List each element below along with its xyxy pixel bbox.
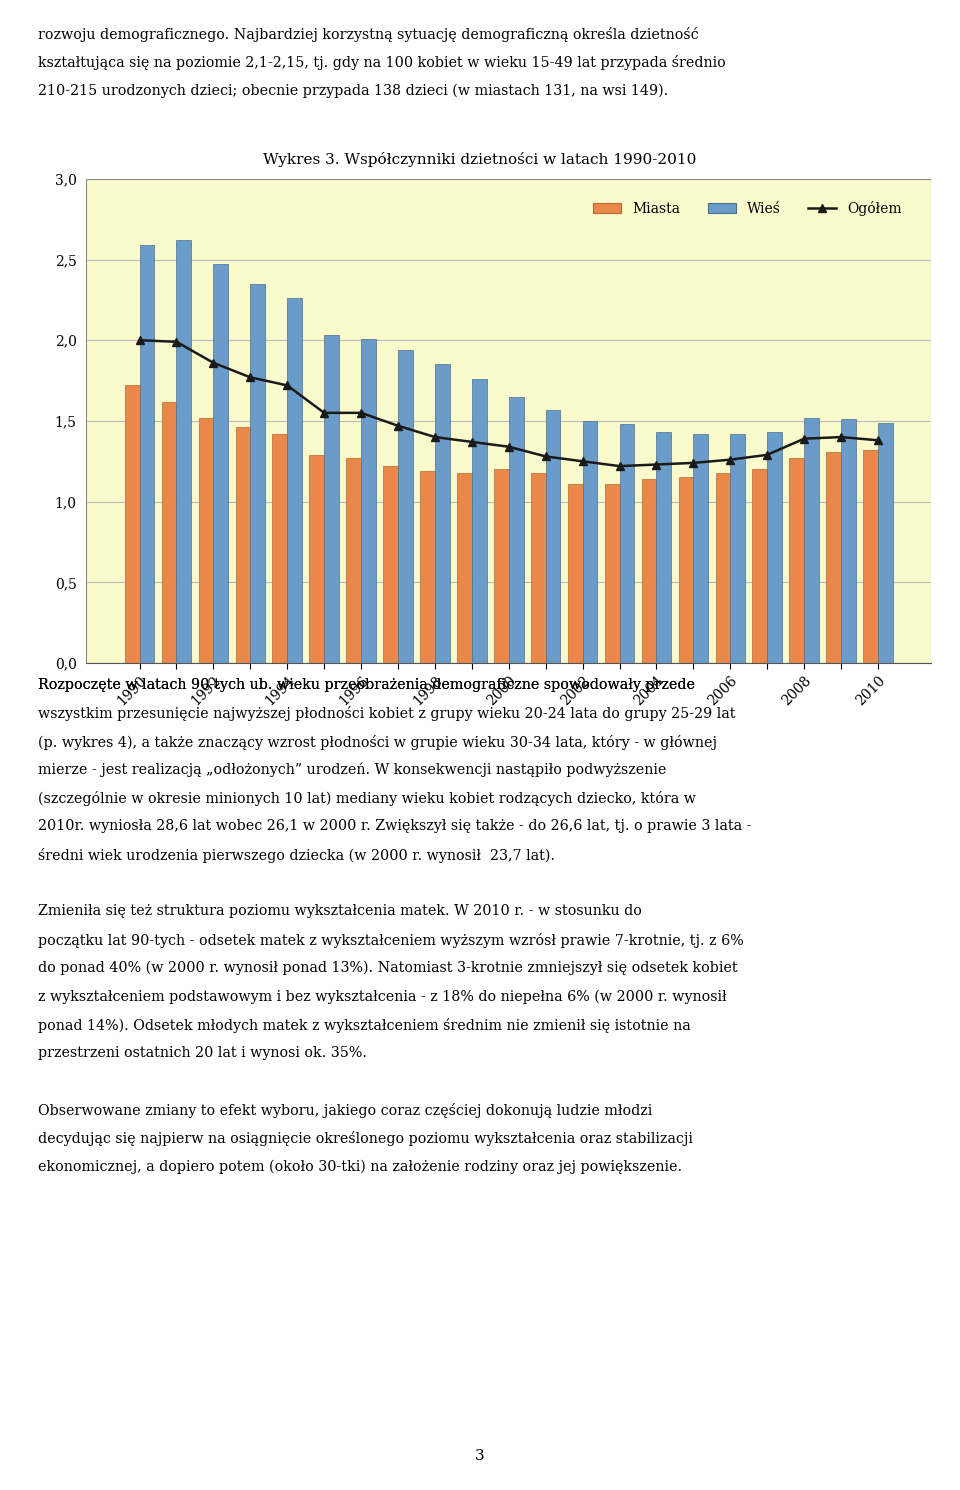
Text: średni wiek urodzenia pierwszego dziecka (w 2000 r. wynosił  23,7 lat).: średni wiek urodzenia pierwszego dziecka… (38, 848, 556, 863)
Bar (619, 425, 635, 663)
Text: rozwoju demograficznego. Najbardziej korzystną sytuację demograficzną określa dz: rozwoju demograficznego. Najbardziej kor… (38, 27, 699, 42)
Text: decydując się najpierw na osiągnięcie określonego poziomu wykształcenia oraz sta: decydując się najpierw na osiągnięcie ok… (38, 1131, 693, 1146)
Bar (878, 423, 893, 663)
Bar (213, 264, 228, 663)
Bar (139, 244, 155, 663)
Bar (251, 283, 265, 663)
Text: Rozpoczęte w latach 90-tych ub. wieku przeobrażenia demograficzne spowodowały pr: Rozpoczęte w latach 90-tych ub. wieku pr… (38, 678, 695, 691)
Text: (p. wykres 4), a także znaczący wzrost płodności w grupie wieku 30-34 lata, któr: (p. wykres 4), a także znaczący wzrost p… (38, 735, 717, 749)
Bar (347, 457, 361, 663)
Bar (863, 450, 878, 663)
Bar (731, 434, 745, 663)
Text: Rozpoczęte w latach 90-tych ub. wieku przeobrażenia demograficzne spowodowały pr: Rozpoczęte w latach 90-tych ub. wieku pr… (38, 678, 695, 691)
Bar (641, 478, 657, 663)
Bar (199, 417, 213, 663)
Bar (693, 434, 708, 663)
Text: wszystkim przesunięcie najwyższej płodności kobiet z grupy wieku 20-24 lata do g: wszystkim przesunięcie najwyższej płodno… (38, 706, 736, 721)
Bar (767, 432, 782, 663)
Text: z wykształceniem podstawowym i bez wykształcenia - z 18% do niepełna 6% (w 2000 : z wykształceniem podstawowym i bez wyksz… (38, 989, 727, 1004)
Bar (273, 434, 287, 663)
Text: Zmieniła się też struktura poziomu wykształcenia matek. W 2010 r. - w stosunku d: Zmieniła się też struktura poziomu wyksz… (38, 904, 642, 918)
Bar (657, 432, 671, 663)
Bar (679, 477, 693, 663)
Bar (789, 457, 804, 663)
Bar (531, 472, 545, 663)
Text: ekonomicznej, a dopiero potem (około 30-tki) na założenie rodziny oraz jej powię: ekonomicznej, a dopiero potem (około 30-… (38, 1159, 683, 1174)
Text: Wykres 3. Współczynniki dzietności w latach 1990-2010: Wykres 3. Współczynniki dzietności w lat… (263, 152, 697, 167)
Bar (841, 419, 856, 663)
Bar (494, 469, 509, 663)
Text: początku lat 90-tych - odsetek matek z wykształceniem wyższym wzrósł prawie 7-kr: początku lat 90-tych - odsetek matek z w… (38, 933, 744, 948)
Bar (420, 471, 435, 663)
Bar (605, 484, 619, 663)
Text: Obserwowane zmiany to efekt wyboru, jakiego coraz częściej dokonują ludzie młodz: Obserwowane zmiany to efekt wyboru, jaki… (38, 1103, 653, 1118)
Bar (715, 472, 731, 663)
Bar (161, 401, 177, 663)
Bar (568, 484, 583, 663)
Legend: Miasta, Wieś, Ogółem: Miasta, Wieś, Ogółem (588, 195, 907, 222)
Bar (383, 466, 398, 663)
Text: 3: 3 (475, 1450, 485, 1463)
Bar (804, 417, 819, 663)
Bar (86, 179, 931, 663)
Text: 210-215 urodzonych dzieci; obecnie przypada 138 dzieci (w miastach 131, na wsi 1: 210-215 urodzonych dzieci; obecnie przyp… (38, 83, 669, 98)
Bar (309, 454, 324, 663)
Bar (509, 396, 523, 663)
Bar (457, 472, 472, 663)
Text: (szczególnie w okresie minionych 10 lat) mediany wieku kobiet rodzących dziecko,: (szczególnie w okresie minionych 10 lat)… (38, 791, 696, 806)
Text: mierze - jest realizacją „odłożonych” urodzeń. W konsekwencji nastąpiło podwyższ: mierze - jest realizacją „odłożonych” ur… (38, 763, 667, 778)
Bar (287, 298, 302, 663)
Bar (398, 350, 413, 663)
Bar (583, 420, 597, 663)
Text: do ponad 40% (w 2000 r. wynosił ponad 13%). Natomiast 3-krotnie zmniejszył się o: do ponad 40% (w 2000 r. wynosił ponad 13… (38, 961, 738, 976)
Text: 2010r. wyniosła 28,6 lat wobec 26,1 w 2000 r. Zwiększył się także - do 26,6 lat,: 2010r. wyniosła 28,6 lat wobec 26,1 w 20… (38, 820, 752, 833)
Text: przestrzeni ostatnich 20 lat i wynosi ok. 35%.: przestrzeni ostatnich 20 lat i wynosi ok… (38, 1046, 368, 1059)
Bar (827, 451, 841, 663)
Bar (361, 338, 376, 663)
Bar (177, 240, 191, 663)
Bar (753, 469, 767, 663)
Bar (125, 386, 139, 663)
Text: kształtująca się na poziomie 2,1-2,15, tj. gdy na 100 kobiet w wieku 15-49 lat p: kształtująca się na poziomie 2,1-2,15, t… (38, 55, 726, 70)
Bar (324, 335, 339, 663)
Text: ponad 14%). Odsetek młodych matek z wykształceniem średnim nie zmienił się istot: ponad 14%). Odsetek młodych matek z wyks… (38, 1018, 691, 1033)
Bar (435, 365, 449, 663)
Bar (472, 378, 487, 663)
Bar (235, 428, 251, 663)
Bar (545, 410, 561, 663)
